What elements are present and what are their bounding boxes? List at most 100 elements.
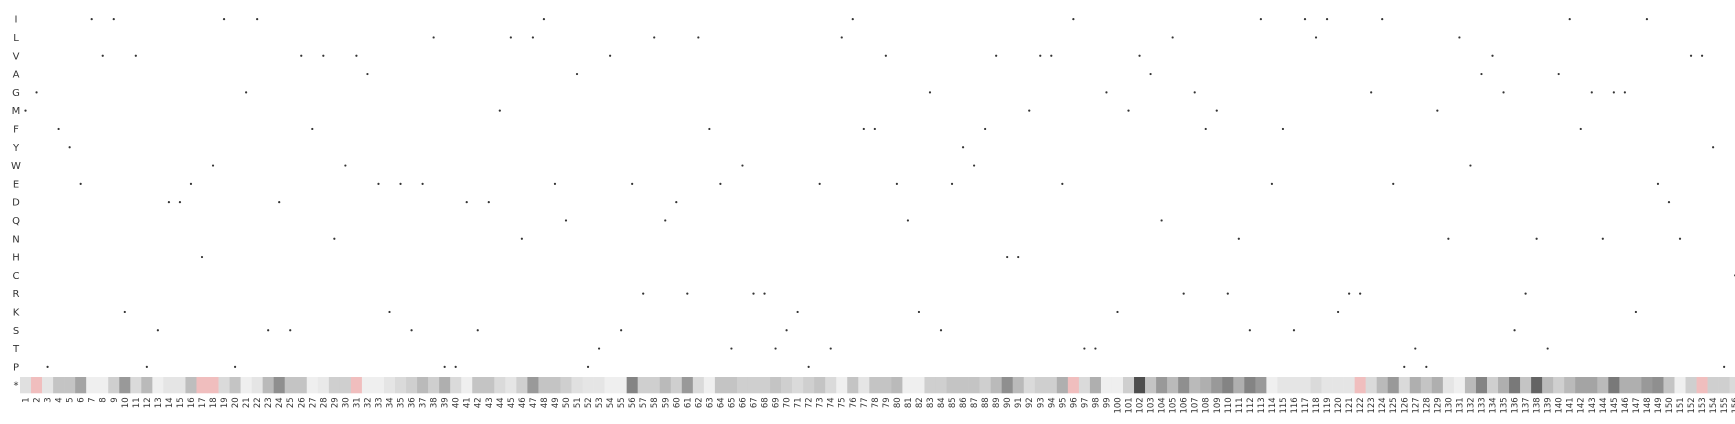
position-label: 25 xyxy=(286,397,296,408)
position-label: 96 xyxy=(1069,397,1079,408)
position-label: 61 xyxy=(683,397,693,408)
position-label: 64 xyxy=(716,397,726,408)
position-label: 103 xyxy=(1147,397,1157,413)
wildtype-dot xyxy=(68,146,71,149)
position-label: 58 xyxy=(650,397,660,408)
wildtype-dot xyxy=(763,292,766,295)
wildtype-dot xyxy=(906,219,910,222)
stop-cell xyxy=(251,377,263,394)
row-label: D xyxy=(12,198,20,209)
wildtype-dot xyxy=(774,347,777,350)
stop-cell xyxy=(681,377,694,394)
position-label: 26 xyxy=(297,397,307,408)
stop-cell xyxy=(1586,377,1598,394)
position-label: 143 xyxy=(1588,397,1598,413)
position-label: 42 xyxy=(474,397,484,408)
position-label: 69 xyxy=(772,397,782,408)
wildtype-dot xyxy=(245,91,248,94)
position-label: 156 xyxy=(1731,397,1735,413)
position-label: 59 xyxy=(661,397,671,408)
stop-cell xyxy=(1034,377,1047,394)
stop-cell xyxy=(361,377,374,394)
wildtype-dot xyxy=(1436,109,1439,112)
position-label: 82 xyxy=(915,397,925,408)
wildtype-dot xyxy=(57,127,60,131)
stop-cell xyxy=(1134,377,1146,394)
position-label: 18 xyxy=(209,397,219,408)
stop-cell xyxy=(1211,377,1223,394)
position-label: 10 xyxy=(121,397,131,408)
wildtype-dot xyxy=(222,18,226,21)
wildtype-dot xyxy=(388,310,391,314)
position-label: 41 xyxy=(463,397,473,408)
stop-cell xyxy=(1652,377,1664,394)
wildtype-dot xyxy=(531,36,534,39)
position-label: 22 xyxy=(253,397,263,408)
position-label: 136 xyxy=(1511,397,1521,413)
position-label: 100 xyxy=(1113,397,1123,413)
stop-cell xyxy=(1167,377,1179,394)
stop-cell xyxy=(1222,377,1234,394)
position-label: 14 xyxy=(165,397,175,408)
position-label: 48 xyxy=(540,397,550,408)
stop-cell xyxy=(703,377,716,394)
stop-cell xyxy=(350,377,363,394)
wildtype-dot xyxy=(112,18,115,21)
wildtype-dot xyxy=(1061,182,1064,185)
stop-cell xyxy=(1641,377,1653,394)
wildtype-markers xyxy=(24,18,1735,368)
wildtype-dot xyxy=(851,18,854,21)
stop-cell xyxy=(1277,377,1289,394)
stop-cell xyxy=(1420,377,1433,394)
stop-cell xyxy=(1475,377,1488,394)
wildtype-dot xyxy=(1623,91,1626,94)
stop-cell xyxy=(1718,377,1730,394)
stop-cell xyxy=(1553,377,1565,394)
wildtype-dot xyxy=(862,127,865,131)
stop-cell xyxy=(593,377,605,394)
wildtype-dot xyxy=(928,91,932,94)
row-label: R xyxy=(13,289,20,300)
wildtype-dot xyxy=(278,201,281,204)
wildtype-dot xyxy=(620,329,623,332)
wildtype-dot xyxy=(178,201,182,204)
position-label: 50 xyxy=(562,397,572,408)
wildtype-dot xyxy=(1248,329,1251,332)
wildtype-dot xyxy=(1546,347,1549,350)
wildtype-dot xyxy=(1149,72,1152,76)
wildtype-dot xyxy=(1072,18,1075,21)
stop-cell xyxy=(218,377,230,394)
wildtype-dot xyxy=(1017,255,1020,259)
position-label: 44 xyxy=(496,397,506,408)
wildtype-dot xyxy=(1403,365,1406,368)
position-label: 114 xyxy=(1268,397,1278,413)
position-label: 128 xyxy=(1422,397,1432,413)
wildtype-dot xyxy=(1336,310,1340,314)
wildtype-dot xyxy=(311,127,314,131)
position-label: 108 xyxy=(1202,397,1212,413)
stop-cell xyxy=(1156,377,1168,394)
position-label: 139 xyxy=(1544,397,1554,413)
position-label: 3 xyxy=(44,397,54,402)
wildtype-dot xyxy=(145,365,148,368)
stop-cell xyxy=(604,377,616,394)
position-label: 92 xyxy=(1025,397,1035,408)
stop-cell xyxy=(814,377,826,394)
position-label: 127 xyxy=(1411,397,1421,413)
wildtype-dot xyxy=(1105,91,1108,94)
position-label: 20 xyxy=(231,397,241,408)
stop-cell xyxy=(1707,377,1719,394)
wildtype-dot xyxy=(134,54,137,57)
wildtype-dot xyxy=(1656,182,1660,185)
stop-cell xyxy=(527,377,539,394)
position-label: 129 xyxy=(1433,397,1443,413)
wildtype-dot xyxy=(1270,182,1274,185)
stop-cell xyxy=(571,377,583,394)
position-label: 15 xyxy=(176,397,186,408)
wildtype-dot xyxy=(377,182,380,185)
position-label: 140 xyxy=(1555,397,1565,413)
wildtype-dot xyxy=(609,54,612,57)
row-label: E xyxy=(13,179,19,190)
wildtype-dot xyxy=(410,329,413,332)
